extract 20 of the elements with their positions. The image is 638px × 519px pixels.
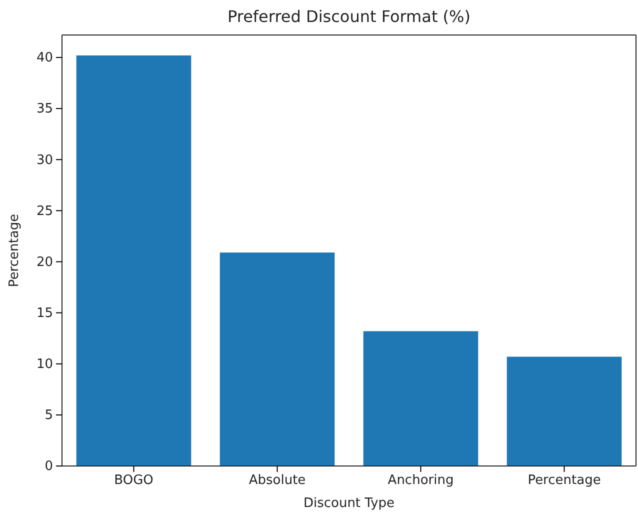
bar <box>506 356 622 466</box>
y-tick-label: 0 <box>44 459 53 474</box>
bar <box>363 331 478 466</box>
y-tick-label: 20 <box>36 254 53 270</box>
x-tick-label: Anchoring <box>388 473 454 488</box>
y-tick-label: 35 <box>36 102 53 117</box>
x-tick-label: Absolute <box>248 473 306 488</box>
chart-title: Preferred Discount Format (%) <box>227 7 471 26</box>
y-tick-label: 40 <box>36 50 53 66</box>
y-tick-label: 30 <box>36 152 53 168</box>
y-tick-label: 25 <box>36 204 53 219</box>
y-axis-title: Percentage <box>7 214 22 288</box>
x-axis-title: Discount Type <box>303 496 395 511</box>
y-tick-label: 10 <box>36 357 53 372</box>
x-tick-label: BOGO <box>114 473 154 488</box>
bar <box>76 55 192 466</box>
bar <box>220 252 335 466</box>
y-tick-label: 5 <box>44 408 53 424</box>
y-tick-label: 15 <box>36 306 53 321</box>
x-tick-label: Percentage <box>528 473 601 488</box>
